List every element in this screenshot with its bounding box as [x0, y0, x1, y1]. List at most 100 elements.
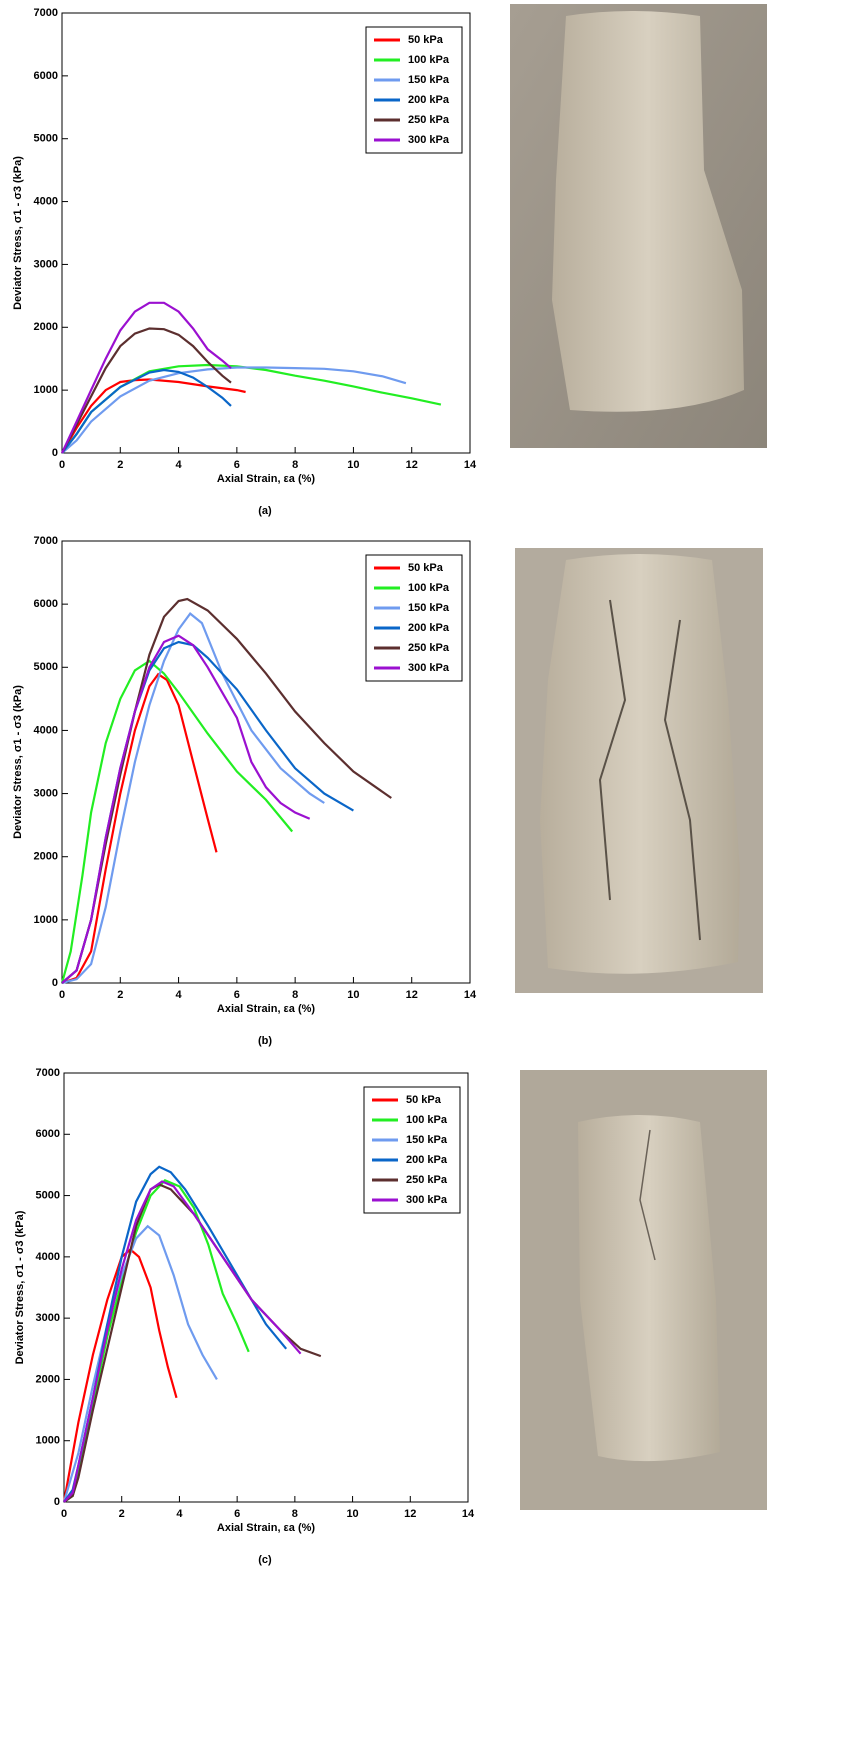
legend-label: 100 kPa [408, 582, 450, 594]
legend-label: 250 kPa [406, 1174, 448, 1186]
x-tick-label: 4 [176, 989, 183, 1001]
y-tick-label: 4000 [34, 724, 58, 736]
y-tick-label: 1000 [34, 384, 58, 396]
y-tick-label: 2000 [34, 851, 58, 863]
x-tick-label: 8 [292, 1508, 298, 1520]
plot-frame [63, 1072, 469, 1503]
y-tick-label: 3000 [34, 258, 58, 270]
y-tick-label: 6000 [34, 598, 58, 610]
data-line [61, 672, 218, 985]
y-axis-label: Deviator Stress, σ1 - σ3 (kPa) [14, 1210, 26, 1364]
legend-label: 150 kPa [406, 1134, 448, 1146]
x-tick-label: 4 [176, 1508, 183, 1520]
x-tick-label: 14 [464, 989, 477, 1001]
y-tick-label: 1000 [34, 914, 58, 926]
legend-label: 100 kPa [408, 54, 450, 66]
x-tick-label: 10 [347, 989, 359, 1001]
data-line [61, 327, 232, 454]
x-tick-label: 0 [59, 459, 65, 471]
legend-box [365, 554, 463, 682]
y-tick-label: 4000 [34, 195, 58, 207]
x-tick-label: 12 [404, 1508, 416, 1520]
legend-label: 50 kPa [408, 34, 444, 46]
y-tick-label: 3000 [34, 787, 58, 799]
x-tick-label: 14 [462, 1508, 475, 1520]
data-line [61, 363, 442, 454]
legend-box [365, 26, 463, 154]
plot-frame [61, 12, 471, 454]
y-tick-label: 7000 [36, 1067, 60, 1079]
x-tick-label: 6 [234, 1508, 240, 1520]
legend-label: 50 kPa [406, 1094, 442, 1106]
y-axis-label: Deviator Stress, σ1 - σ3 (kPa) [12, 156, 24, 310]
y-tick-label: 7000 [34, 535, 58, 547]
plot-frame [61, 540, 471, 984]
legend-label: 150 kPa [408, 74, 450, 86]
y-tick-label: 1000 [36, 1435, 60, 1447]
x-tick-label: 10 [347, 459, 359, 471]
legend-label: 150 kPa [408, 602, 450, 614]
legend-label: 300 kPa [408, 134, 450, 146]
x-tick-label: 6 [234, 989, 240, 1001]
legend-box [363, 1086, 461, 1214]
photo-b [515, 548, 763, 993]
data-line [61, 634, 311, 984]
x-tick-label: 0 [59, 989, 65, 1001]
x-tick-label: 0 [61, 1508, 67, 1520]
y-tick-label: 5000 [34, 133, 58, 145]
legend-label: 300 kPa [406, 1194, 448, 1206]
x-tick-label: 6 [234, 459, 240, 471]
y-tick-label: 5000 [34, 661, 58, 673]
x-tick-label: 2 [117, 459, 123, 471]
x-tick-label: 14 [464, 459, 477, 471]
caption: (a) [258, 505, 272, 517]
x-tick-label: 2 [117, 989, 123, 1001]
photo-c [520, 1070, 767, 1510]
legend-label: 200 kPa [408, 622, 450, 634]
legend-label: 250 kPa [408, 114, 450, 126]
x-tick-label: 4 [176, 459, 183, 471]
y-tick-label: 6000 [36, 1128, 60, 1140]
data-line [61, 301, 232, 454]
x-tick-label: 8 [292, 989, 298, 1001]
legend-label: 200 kPa [408, 94, 450, 106]
x-axis-label: Axial Strain, εa (%) [217, 1003, 315, 1015]
y-axis-label: Deviator Stress, σ1 - σ3 (kPa) [12, 685, 24, 839]
data-line [60, 659, 294, 984]
legend-label: 100 kPa [406, 1114, 448, 1126]
y-tick-label: 0 [54, 1496, 60, 1508]
data-line [61, 366, 407, 454]
y-tick-label: 0 [52, 977, 58, 989]
data-line [61, 597, 392, 984]
y-tick-label: 2000 [34, 321, 58, 333]
x-tick-label: 10 [346, 1508, 358, 1520]
y-tick-label: 0 [52, 447, 58, 459]
x-tick-label: 2 [119, 1508, 125, 1520]
legend-label: 50 kPa [408, 562, 444, 574]
data-line [61, 612, 325, 985]
y-tick-label: 4000 [36, 1251, 60, 1263]
caption: (c) [258, 1554, 272, 1566]
x-tick-label: 8 [292, 459, 298, 471]
y-tick-label: 6000 [34, 70, 58, 82]
data-line [63, 1180, 302, 1503]
data-line [61, 640, 354, 984]
x-axis-label: Axial Strain, εa (%) [217, 1522, 315, 1534]
y-tick-label: 2000 [36, 1373, 60, 1385]
data-line [63, 1178, 250, 1503]
y-tick-label: 5000 [36, 1189, 60, 1201]
photo-a [510, 4, 767, 448]
data-line [62, 1224, 218, 1503]
caption: (b) [258, 1035, 272, 1047]
data-line [61, 368, 232, 454]
x-axis-label: Axial Strain, εa (%) [217, 473, 315, 485]
legend-label: 250 kPa [408, 642, 450, 654]
y-tick-label: 7000 [34, 7, 58, 19]
legend-label: 200 kPa [406, 1154, 448, 1166]
x-tick-label: 12 [406, 459, 418, 471]
y-tick-label: 3000 [36, 1312, 60, 1324]
x-tick-label: 12 [406, 989, 418, 1001]
legend-label: 300 kPa [408, 662, 450, 674]
